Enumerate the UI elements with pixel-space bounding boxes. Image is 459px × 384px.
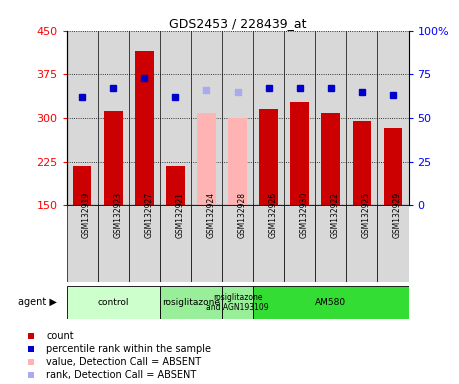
Title: GDS2453 / 228439_at: GDS2453 / 228439_at xyxy=(169,17,306,30)
Text: control: control xyxy=(97,298,129,307)
Bar xyxy=(222,205,253,282)
Text: GSM132928: GSM132928 xyxy=(238,192,246,238)
Bar xyxy=(191,31,222,205)
Text: percentile rank within the sample: percentile rank within the sample xyxy=(46,344,211,354)
Bar xyxy=(347,205,377,282)
Bar xyxy=(67,31,98,205)
Text: GSM132925: GSM132925 xyxy=(362,192,371,238)
Text: GSM132924: GSM132924 xyxy=(207,192,215,238)
Bar xyxy=(104,111,123,205)
Bar xyxy=(129,205,160,282)
Bar xyxy=(73,166,91,205)
Bar xyxy=(253,31,284,205)
Bar xyxy=(222,286,253,319)
Text: count: count xyxy=(46,331,74,341)
Text: GSM132927: GSM132927 xyxy=(144,192,153,238)
Text: GSM132926: GSM132926 xyxy=(269,192,278,238)
Bar xyxy=(191,205,222,282)
Bar xyxy=(253,205,284,282)
Bar xyxy=(98,205,129,282)
Text: GSM132929: GSM132929 xyxy=(393,192,402,238)
Bar xyxy=(166,166,185,205)
Bar xyxy=(135,51,154,205)
Text: GSM132919: GSM132919 xyxy=(82,192,91,238)
Bar xyxy=(384,128,402,205)
Bar xyxy=(160,31,191,205)
Text: rosiglitazone
and AGN193109: rosiglitazone and AGN193109 xyxy=(206,293,269,312)
Bar xyxy=(197,113,216,205)
Bar xyxy=(284,205,315,282)
Text: rank, Detection Call = ABSENT: rank, Detection Call = ABSENT xyxy=(46,370,196,380)
Text: AM580: AM580 xyxy=(315,298,347,307)
Text: GSM132923: GSM132923 xyxy=(113,192,122,238)
Text: rosiglitazone: rosiglitazone xyxy=(162,298,220,307)
Bar xyxy=(67,286,160,319)
Text: GSM132930: GSM132930 xyxy=(300,192,309,238)
Bar xyxy=(228,118,247,205)
Bar xyxy=(284,31,315,205)
Bar xyxy=(315,205,347,282)
Bar xyxy=(98,31,129,205)
Bar xyxy=(377,205,409,282)
Bar xyxy=(377,31,409,205)
Bar xyxy=(67,205,98,282)
Bar xyxy=(315,31,347,205)
Bar xyxy=(353,121,371,205)
Bar xyxy=(129,31,160,205)
Bar xyxy=(160,205,191,282)
Text: GSM132921: GSM132921 xyxy=(175,192,185,238)
Bar xyxy=(291,102,309,205)
Text: value, Detection Call = ABSENT: value, Detection Call = ABSENT xyxy=(46,357,202,367)
Bar xyxy=(253,286,409,319)
Bar xyxy=(347,31,377,205)
Bar xyxy=(259,109,278,205)
Bar xyxy=(222,31,253,205)
Bar xyxy=(160,286,222,319)
Text: GSM132922: GSM132922 xyxy=(331,192,340,238)
Bar xyxy=(321,113,340,205)
Text: agent ▶: agent ▶ xyxy=(18,297,57,308)
